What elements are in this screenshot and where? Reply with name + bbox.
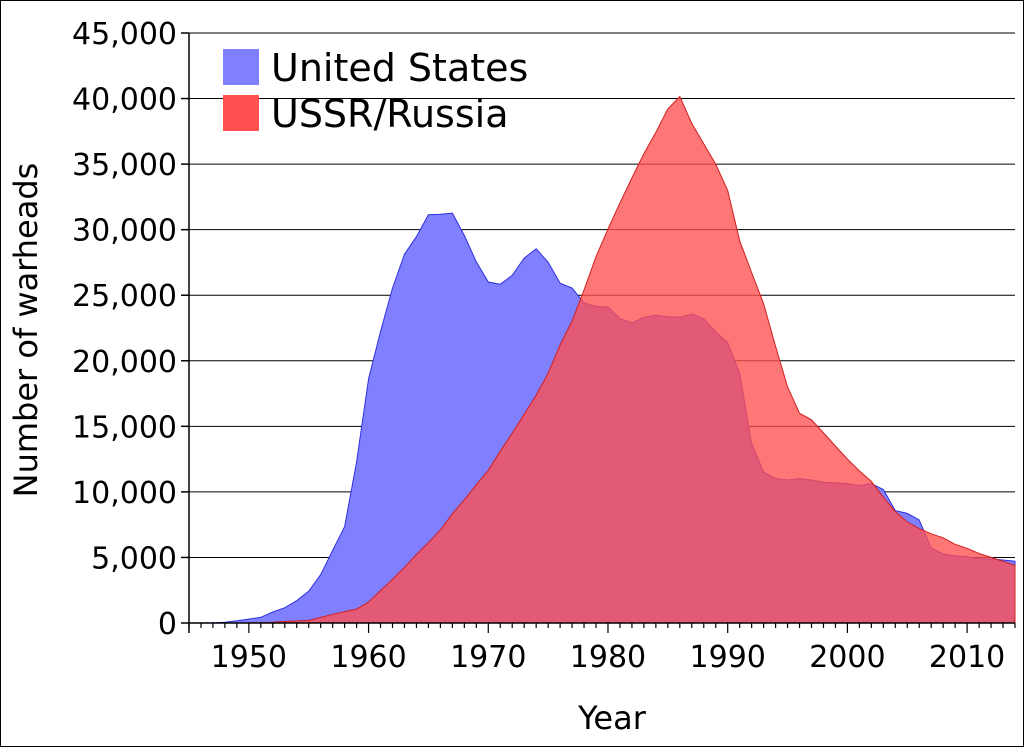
y-tick-label: 0: [158, 607, 177, 642]
y-tick-label: 15,000: [72, 410, 177, 445]
y-tick-label: 25,000: [72, 279, 177, 314]
x-tick-label: 1960: [330, 640, 406, 675]
y-tick-label: 35,000: [72, 148, 177, 183]
y-tick-label: 45,000: [72, 17, 177, 52]
x-tick-label: 1950: [211, 640, 287, 675]
y-tick-label: 30,000: [72, 214, 177, 249]
x-tick-label: 2000: [809, 640, 885, 675]
x-tick-label: 2010: [929, 640, 1005, 675]
x-tick-label: 1980: [570, 640, 646, 675]
legend-swatch-us: [223, 49, 259, 85]
x-tick-label: 1970: [450, 640, 526, 675]
legend-swatch-ussr: [223, 95, 259, 131]
legend-label-ussr: USSR/Russia: [271, 92, 508, 136]
x-tick-label: 1990: [690, 640, 766, 675]
y-tick-label: 5,000: [91, 541, 177, 576]
y-tick-label: 40,000: [72, 83, 177, 118]
x-axis-title: Year: [577, 699, 647, 737]
series-area-ussr-russia: [189, 97, 1015, 624]
legend-label-us: United States: [271, 46, 528, 90]
y-tick-label: 20,000: [72, 345, 177, 380]
y-tick-label: 10,000: [72, 476, 177, 511]
series-areas: [189, 96, 1015, 623]
y-axis-title: Number of warheads: [7, 163, 45, 498]
